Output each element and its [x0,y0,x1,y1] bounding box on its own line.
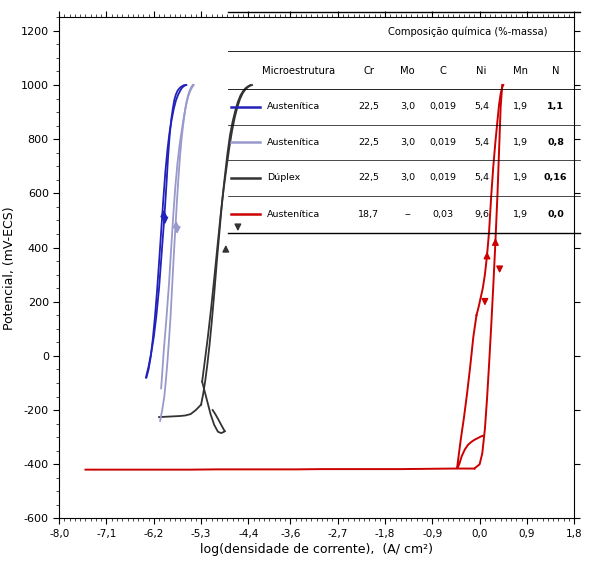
Text: Ni: Ni [477,66,487,77]
Text: 22,5: 22,5 [358,138,379,147]
Text: 0,0: 0,0 [547,210,564,219]
Text: Cr: Cr [363,66,374,77]
Text: 1,9: 1,9 [513,103,528,111]
Text: 22,5: 22,5 [358,103,379,111]
Text: Mn: Mn [513,66,528,77]
Text: 3,0: 3,0 [400,103,415,111]
Text: 0,16: 0,16 [544,173,567,183]
X-axis label: log(densidade de corrente),  (A/ cm²): log(densidade de corrente), (A/ cm²) [200,543,433,556]
Text: 5,4: 5,4 [474,173,489,183]
Text: 1,9: 1,9 [513,173,528,183]
Text: 0,03: 0,03 [432,210,453,219]
Text: 0,019: 0,019 [429,173,456,183]
Text: 0,019: 0,019 [429,138,456,147]
Text: 0,8: 0,8 [547,138,564,147]
Text: 5,4: 5,4 [474,138,489,147]
Text: 0,019: 0,019 [429,103,456,111]
Text: Microestrutura: Microestrutura [262,66,335,77]
Text: N: N [552,66,559,77]
Text: 1,1: 1,1 [547,103,564,111]
Text: Dúplex: Dúplex [266,173,300,183]
Text: --: -- [404,210,411,219]
Text: 1,9: 1,9 [513,210,528,219]
Y-axis label: Potencial, (mV-ECS): Potencial, (mV-ECS) [4,206,17,329]
Text: Austenítica: Austenítica [266,210,320,219]
Text: 18,7: 18,7 [358,210,379,219]
Text: Composição química (%-massa): Composição química (%-massa) [388,26,547,37]
Text: 9,6: 9,6 [474,210,489,219]
Text: Austenítica: Austenítica [266,103,320,111]
Text: 22,5: 22,5 [358,173,379,183]
Text: C: C [439,66,446,77]
Text: Austenítica: Austenítica [266,138,320,147]
Text: 3,0: 3,0 [400,173,415,183]
Text: 1,9: 1,9 [513,138,528,147]
Text: 5,4: 5,4 [474,103,489,111]
Text: 3,0: 3,0 [400,138,415,147]
Text: Mo: Mo [400,66,415,77]
